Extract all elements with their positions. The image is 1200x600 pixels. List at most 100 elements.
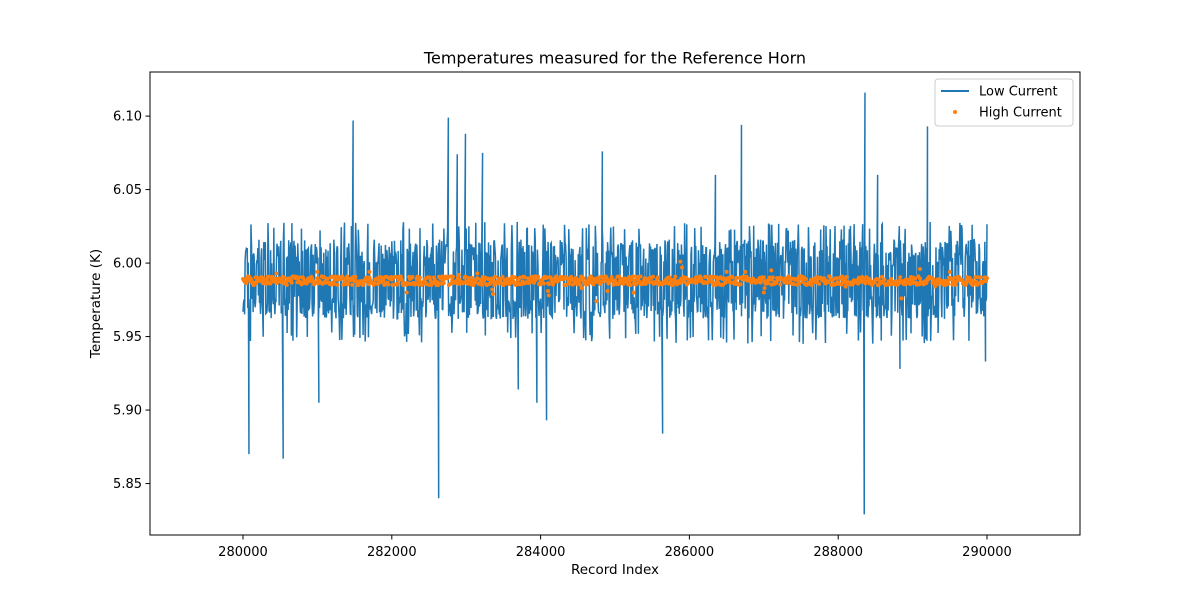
data-point [335, 282, 340, 287]
legend-label-low-current: Low Current [979, 85, 1058, 100]
data-point [809, 282, 814, 287]
data-point-outlier [315, 269, 320, 274]
data-point [770, 275, 775, 280]
data-point-outlier [678, 259, 683, 264]
data-point [889, 276, 894, 281]
data-point [844, 275, 849, 280]
y-tick-label: 6.10 [113, 110, 142, 125]
data-point-outlier [490, 287, 495, 292]
data-point [299, 282, 304, 287]
data-point [475, 276, 480, 281]
data-point [704, 274, 709, 279]
data-point-outlier [843, 284, 848, 289]
data-point [386, 282, 391, 287]
data-point [638, 274, 643, 279]
x-tick-label: 280000 [218, 545, 268, 560]
data-point [791, 282, 796, 287]
y-axis: 5.85 5.90 5.95 6.00 6.05 6.10 [113, 110, 150, 492]
plot-area [241, 92, 989, 515]
data-point [410, 274, 415, 279]
data-point [284, 282, 289, 287]
plot-frame [149, 71, 1081, 536]
data-point-outlier [631, 290, 636, 295]
legend-label-high-current: High Current [979, 106, 1062, 121]
data-point [381, 278, 386, 283]
series-line-low-current [242, 92, 988, 515]
data-point [522, 275, 527, 280]
data-point [631, 274, 636, 279]
data-point [758, 280, 763, 285]
data-point [694, 275, 699, 280]
data-point [950, 282, 955, 287]
legend-box [934, 78, 1074, 127]
x-tick-label: 282000 [367, 545, 417, 560]
data-point [946, 281, 951, 286]
legend-swatch-high-current [953, 110, 957, 114]
data-point [564, 282, 569, 287]
data-point [281, 275, 286, 280]
data-point-outlier [724, 269, 729, 274]
data-point-outlier [274, 271, 279, 276]
data-point [268, 281, 273, 286]
data-point-outlier [932, 284, 937, 289]
data-point-outlier [546, 293, 551, 298]
data-point-outlier [761, 290, 766, 295]
data-point [918, 276, 923, 281]
series-layer [241, 92, 989, 515]
data-point [655, 275, 660, 280]
data-point [797, 281, 802, 286]
data-point [353, 274, 358, 279]
data-point [350, 282, 355, 287]
data-point [882, 277, 887, 282]
data-point [330, 274, 335, 279]
data-point [778, 282, 783, 287]
data-point [577, 279, 582, 284]
data-point-outlier [546, 289, 551, 294]
y-tick-label: 6.00 [113, 257, 142, 272]
data-point [372, 281, 377, 286]
data-point-outlier [367, 269, 372, 274]
data-point [985, 276, 989, 281]
data-point [567, 281, 572, 286]
data-point [784, 280, 789, 285]
data-point [978, 275, 983, 280]
data-point [843, 278, 848, 283]
data-point [349, 278, 354, 283]
data-point-outlier [769, 268, 774, 273]
data-point [265, 274, 270, 279]
data-point [395, 281, 400, 286]
data-point [817, 281, 822, 286]
data-point-outlier [605, 289, 610, 294]
data-point [463, 274, 468, 279]
data-point-outlier [899, 296, 904, 301]
y-tick-label: 6.05 [113, 183, 142, 198]
data-point [450, 274, 455, 279]
data-point [709, 279, 714, 284]
data-point [913, 276, 918, 281]
data-point [964, 281, 969, 286]
data-point [734, 275, 739, 280]
data-point-outlier [456, 272, 461, 277]
data-point [493, 274, 498, 279]
data-point-outlier [404, 290, 409, 295]
data-point-outlier [947, 269, 952, 274]
data-point-outlier [490, 291, 495, 296]
data-point [393, 274, 398, 279]
data-point [399, 277, 404, 282]
series-points-high-current [241, 259, 989, 304]
data-point [398, 274, 403, 279]
data-point-outlier [475, 271, 480, 276]
data-point [297, 275, 302, 280]
data-point [345, 274, 350, 279]
x-tick-label: 290000 [962, 545, 1012, 560]
data-point-outlier [762, 286, 767, 291]
data-point [578, 282, 583, 287]
data-point [289, 280, 294, 285]
y-tick-label: 5.90 [113, 404, 142, 419]
data-point [761, 275, 766, 280]
data-point [834, 276, 839, 281]
data-point [331, 281, 336, 286]
data-point [541, 281, 546, 286]
data-point [632, 278, 637, 283]
x-axis: 280000 282000 284000 286000 288000 290000 [218, 535, 1012, 560]
